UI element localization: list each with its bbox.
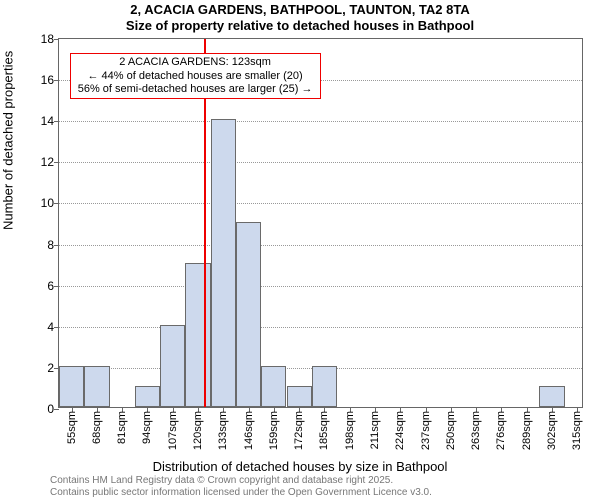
xtick-label: 315sqm xyxy=(571,411,583,450)
plot-area: 02468101214161855sqm68sqm81sqm94sqm107sq… xyxy=(58,38,583,408)
ytick-label: 8 xyxy=(47,238,54,252)
chart-title-desc: Size of property relative to detached ho… xyxy=(0,18,600,33)
chart-title-address: 2, ACACIA GARDENS, BATHPOOL, TAUNTON, TA… xyxy=(0,2,600,17)
gridline-h xyxy=(59,121,582,122)
histogram-bar xyxy=(59,366,84,407)
ytick-label: 16 xyxy=(41,73,54,87)
footer-line-1: Contains HM Land Registry data © Crown c… xyxy=(50,475,590,487)
ytick-mark xyxy=(54,245,59,246)
histogram-bar xyxy=(236,222,261,407)
xtick-label: 302sqm xyxy=(546,411,558,450)
annotation-line-2: ← 44% of detached houses are smaller (20… xyxy=(77,70,314,83)
histogram-bar xyxy=(261,366,286,407)
xtick-label: 133sqm xyxy=(217,411,229,450)
histogram-bar xyxy=(539,386,564,407)
ytick-mark xyxy=(54,327,59,328)
xtick-label: 172sqm xyxy=(293,411,305,450)
ytick-mark xyxy=(54,80,59,81)
ytick-label: 6 xyxy=(47,279,54,293)
gridline-h xyxy=(59,162,582,163)
xtick-label: 263sqm xyxy=(470,411,482,450)
annotation-line-3: 56% of semi-detached houses are larger (… xyxy=(77,83,314,96)
ytick-mark xyxy=(54,286,59,287)
ytick-label: 12 xyxy=(41,155,54,169)
xtick-label: 276sqm xyxy=(495,411,507,450)
ytick-label: 0 xyxy=(47,402,54,416)
ytick-label: 2 xyxy=(47,361,54,375)
gridline-h xyxy=(59,245,582,246)
ytick-label: 18 xyxy=(41,32,54,46)
xtick-label: 250sqm xyxy=(445,411,457,450)
histogram-bar xyxy=(160,325,185,407)
xtick-label: 55sqm xyxy=(66,411,78,444)
histogram-bar xyxy=(185,263,210,407)
histogram-bar xyxy=(211,119,236,407)
xtick-label: 94sqm xyxy=(141,411,153,444)
xtick-label: 289sqm xyxy=(521,411,533,450)
annotation-box: 2 ACACIA GARDENS: 123sqm← 44% of detache… xyxy=(70,53,321,99)
xtick-label: 146sqm xyxy=(243,411,255,450)
xtick-label: 120sqm xyxy=(192,411,204,450)
y-axis-label: Number of detached properties xyxy=(1,51,16,230)
histogram-bar xyxy=(287,386,312,407)
xtick-label: 237sqm xyxy=(420,411,432,450)
histogram-bar xyxy=(84,366,109,407)
xtick-label: 185sqm xyxy=(318,411,330,450)
ytick-mark xyxy=(54,409,59,410)
ytick-mark xyxy=(54,203,59,204)
xtick-label: 81sqm xyxy=(116,411,128,444)
ytick-mark xyxy=(54,39,59,40)
xtick-label: 224sqm xyxy=(394,411,406,450)
xtick-label: 68sqm xyxy=(91,411,103,444)
ytick-mark xyxy=(54,162,59,163)
ytick-label: 4 xyxy=(47,320,54,334)
x-axis-label: Distribution of detached houses by size … xyxy=(0,459,600,474)
gridline-h xyxy=(59,203,582,204)
gridline-h xyxy=(59,286,582,287)
histogram-bar xyxy=(135,386,160,407)
chart-footer: Contains HM Land Registry data © Crown c… xyxy=(50,475,590,498)
footer-line-2: Contains public sector information licen… xyxy=(50,487,590,499)
annotation-line-1: 2 ACACIA GARDENS: 123sqm xyxy=(77,56,314,69)
gridline-h xyxy=(59,327,582,328)
chart-container: 2, ACACIA GARDENS, BATHPOOL, TAUNTON, TA… xyxy=(0,0,600,500)
xtick-label: 107sqm xyxy=(167,411,179,450)
ytick-label: 14 xyxy=(41,114,54,128)
histogram-bar xyxy=(312,366,337,407)
xtick-label: 159sqm xyxy=(268,411,280,450)
xtick-label: 198sqm xyxy=(344,411,356,450)
xtick-label: 211sqm xyxy=(369,411,381,449)
ytick-label: 10 xyxy=(41,196,54,210)
ytick-mark xyxy=(54,121,59,122)
